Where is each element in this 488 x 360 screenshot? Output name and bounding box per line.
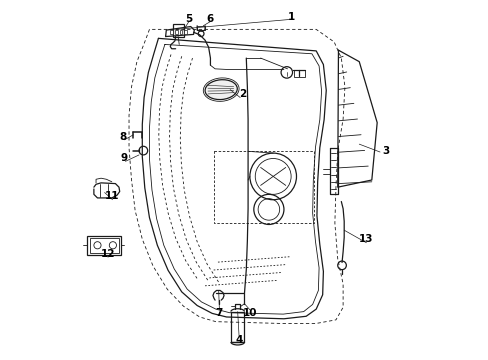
Text: 5: 5	[185, 14, 192, 24]
Bar	[90, 238, 119, 253]
Bar	[179, 30, 182, 34]
Text: 8: 8	[119, 132, 126, 142]
Bar	[172, 24, 183, 37]
Text: 3: 3	[382, 146, 389, 156]
Text: 11: 11	[104, 191, 119, 201]
Text: 9: 9	[121, 153, 128, 163]
Bar	[87, 235, 121, 255]
Bar	[230, 312, 244, 342]
Bar	[293, 69, 304, 77]
Bar	[175, 30, 178, 34]
Text: 2: 2	[239, 89, 246, 99]
Text: 13: 13	[359, 234, 373, 244]
Bar	[170, 30, 173, 34]
Text: 12: 12	[101, 248, 115, 258]
Text: 4: 4	[235, 334, 243, 345]
Bar	[197, 26, 204, 30]
Text: 10: 10	[242, 308, 257, 318]
Text: 1: 1	[287, 12, 294, 22]
Ellipse shape	[204, 80, 237, 100]
Text: 6: 6	[206, 14, 214, 24]
Bar	[184, 30, 187, 34]
Text: 7: 7	[215, 308, 223, 318]
